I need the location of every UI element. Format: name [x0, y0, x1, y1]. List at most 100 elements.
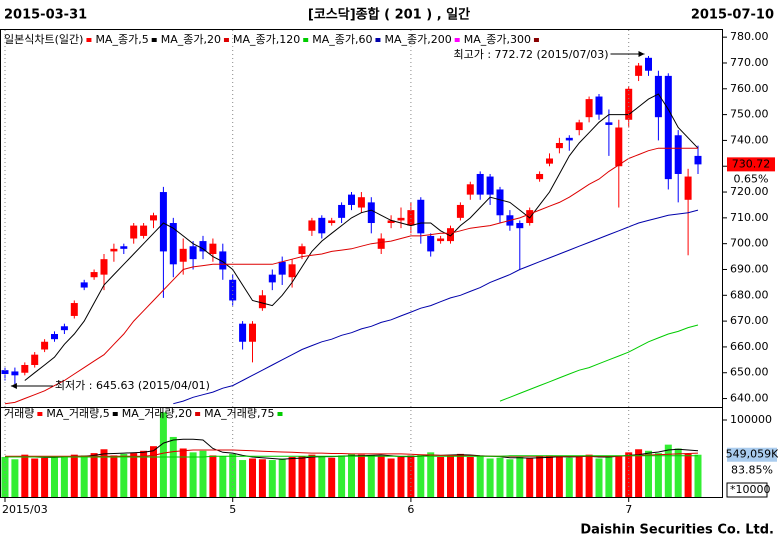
volume-bar [249, 458, 256, 497]
volume-plot [1, 412, 702, 497]
volume-bar [150, 446, 157, 497]
low-arrowhead [10, 383, 17, 390]
volume-bar [565, 457, 573, 497]
volume-bar [51, 456, 58, 497]
candle-body [397, 217, 405, 221]
candle-body [575, 122, 583, 131]
candle-body [555, 142, 563, 149]
candle-body [21, 364, 29, 373]
candle-body [496, 189, 504, 216]
candle-body [694, 155, 702, 165]
candle-body [31, 354, 39, 365]
volume-bar [140, 450, 148, 497]
volume-bar [417, 454, 425, 497]
candle-body [338, 204, 346, 218]
candle-body [486, 176, 494, 195]
y-tick-label: 690.00 [730, 262, 769, 275]
candle-body [437, 238, 445, 242]
candle-body [258, 295, 266, 309]
y-tick-label: 780.00 [730, 30, 769, 43]
volume-bar [258, 459, 266, 497]
volume-unit: *10000 [730, 483, 771, 496]
candle-body [90, 272, 98, 278]
candle-body [447, 228, 454, 242]
volume-bar [357, 454, 365, 497]
candle-body [268, 274, 276, 283]
legend-swatch [86, 38, 92, 42]
x-tick-label: 2015/03 [2, 503, 48, 516]
y-tick-label: 650.00 [730, 366, 769, 379]
unit-box [726, 482, 768, 498]
volume-bar [605, 456, 613, 497]
legend-swatch [223, 38, 229, 42]
volume-bar [21, 454, 29, 497]
legend-item: MA_종가,300 [464, 33, 531, 46]
ma-line [173, 209, 699, 405]
volume-bar [506, 459, 514, 497]
volume-bar [555, 456, 563, 497]
candle-body [199, 241, 207, 252]
chart-title: [코스닥]종합 ( 201 ) , 일간 [308, 7, 470, 23]
volume-panel [0, 407, 723, 498]
volume-bar [615, 455, 623, 497]
legend-swatch [112, 412, 118, 416]
volume-bar [585, 454, 593, 497]
last-volume-box [727, 447, 777, 462]
candle-body [60, 326, 68, 331]
candle-body [377, 238, 385, 249]
x-tick-label: 5 [229, 503, 236, 516]
candle-body [51, 334, 58, 340]
candle-body [466, 184, 474, 195]
candle-body [239, 323, 247, 342]
high-arrowhead [638, 50, 645, 57]
volume-bar [546, 455, 553, 497]
y-tick-label: 680.00 [730, 288, 769, 301]
footer: Daishin Securities Co. Ltd. [580, 523, 774, 538]
volume-bar [31, 458, 39, 497]
legend-swatch [454, 38, 460, 42]
volume-bar [288, 456, 296, 497]
candle-body [635, 65, 643, 76]
legend-item: MA_종가,120 [233, 33, 300, 46]
candle-body [150, 215, 157, 221]
volume-bar [229, 453, 237, 497]
volume-bar [456, 453, 464, 497]
volume-bar [427, 452, 435, 497]
candle-body [516, 223, 524, 229]
candle-body [219, 251, 227, 270]
volume-bar [1, 456, 9, 497]
volume-bar [159, 412, 167, 497]
volume-y-tick-label: 100000 [730, 413, 772, 426]
y-tick-label: 640.00 [730, 392, 769, 405]
volume-ratio: 83.85% [731, 464, 773, 477]
candle-body [41, 341, 49, 350]
volume-ma-line [5, 455, 698, 458]
candle-body [100, 259, 108, 275]
legend-label: 거래량 [4, 407, 34, 420]
candle-body [298, 246, 306, 254]
ma-line [4, 147, 698, 405]
candle-body [278, 261, 286, 275]
candle-body [615, 127, 623, 167]
volume-bar [110, 455, 118, 497]
volume-bar [308, 454, 316, 497]
candle-body [120, 246, 128, 249]
candle-body [595, 96, 603, 115]
volume-bar [189, 452, 197, 497]
x-tick-label: 6 [407, 503, 414, 516]
candle-body [318, 217, 326, 234]
volume-bar [90, 453, 98, 497]
volume-bar [60, 456, 68, 497]
candle-body [130, 225, 138, 239]
volume-bar [70, 454, 78, 497]
volume-bar [635, 449, 643, 497]
volume-bar [654, 453, 662, 497]
y-tick-label: 750.00 [730, 108, 769, 121]
legend-item: MA_종가,60 [312, 33, 372, 46]
volume-bar [278, 458, 286, 497]
volume-bar [526, 457, 534, 497]
volume-bar [169, 436, 177, 497]
candle-body [605, 122, 613, 125]
legend-swatch [303, 38, 309, 42]
legend-item: MA_종가,5 [95, 33, 148, 46]
